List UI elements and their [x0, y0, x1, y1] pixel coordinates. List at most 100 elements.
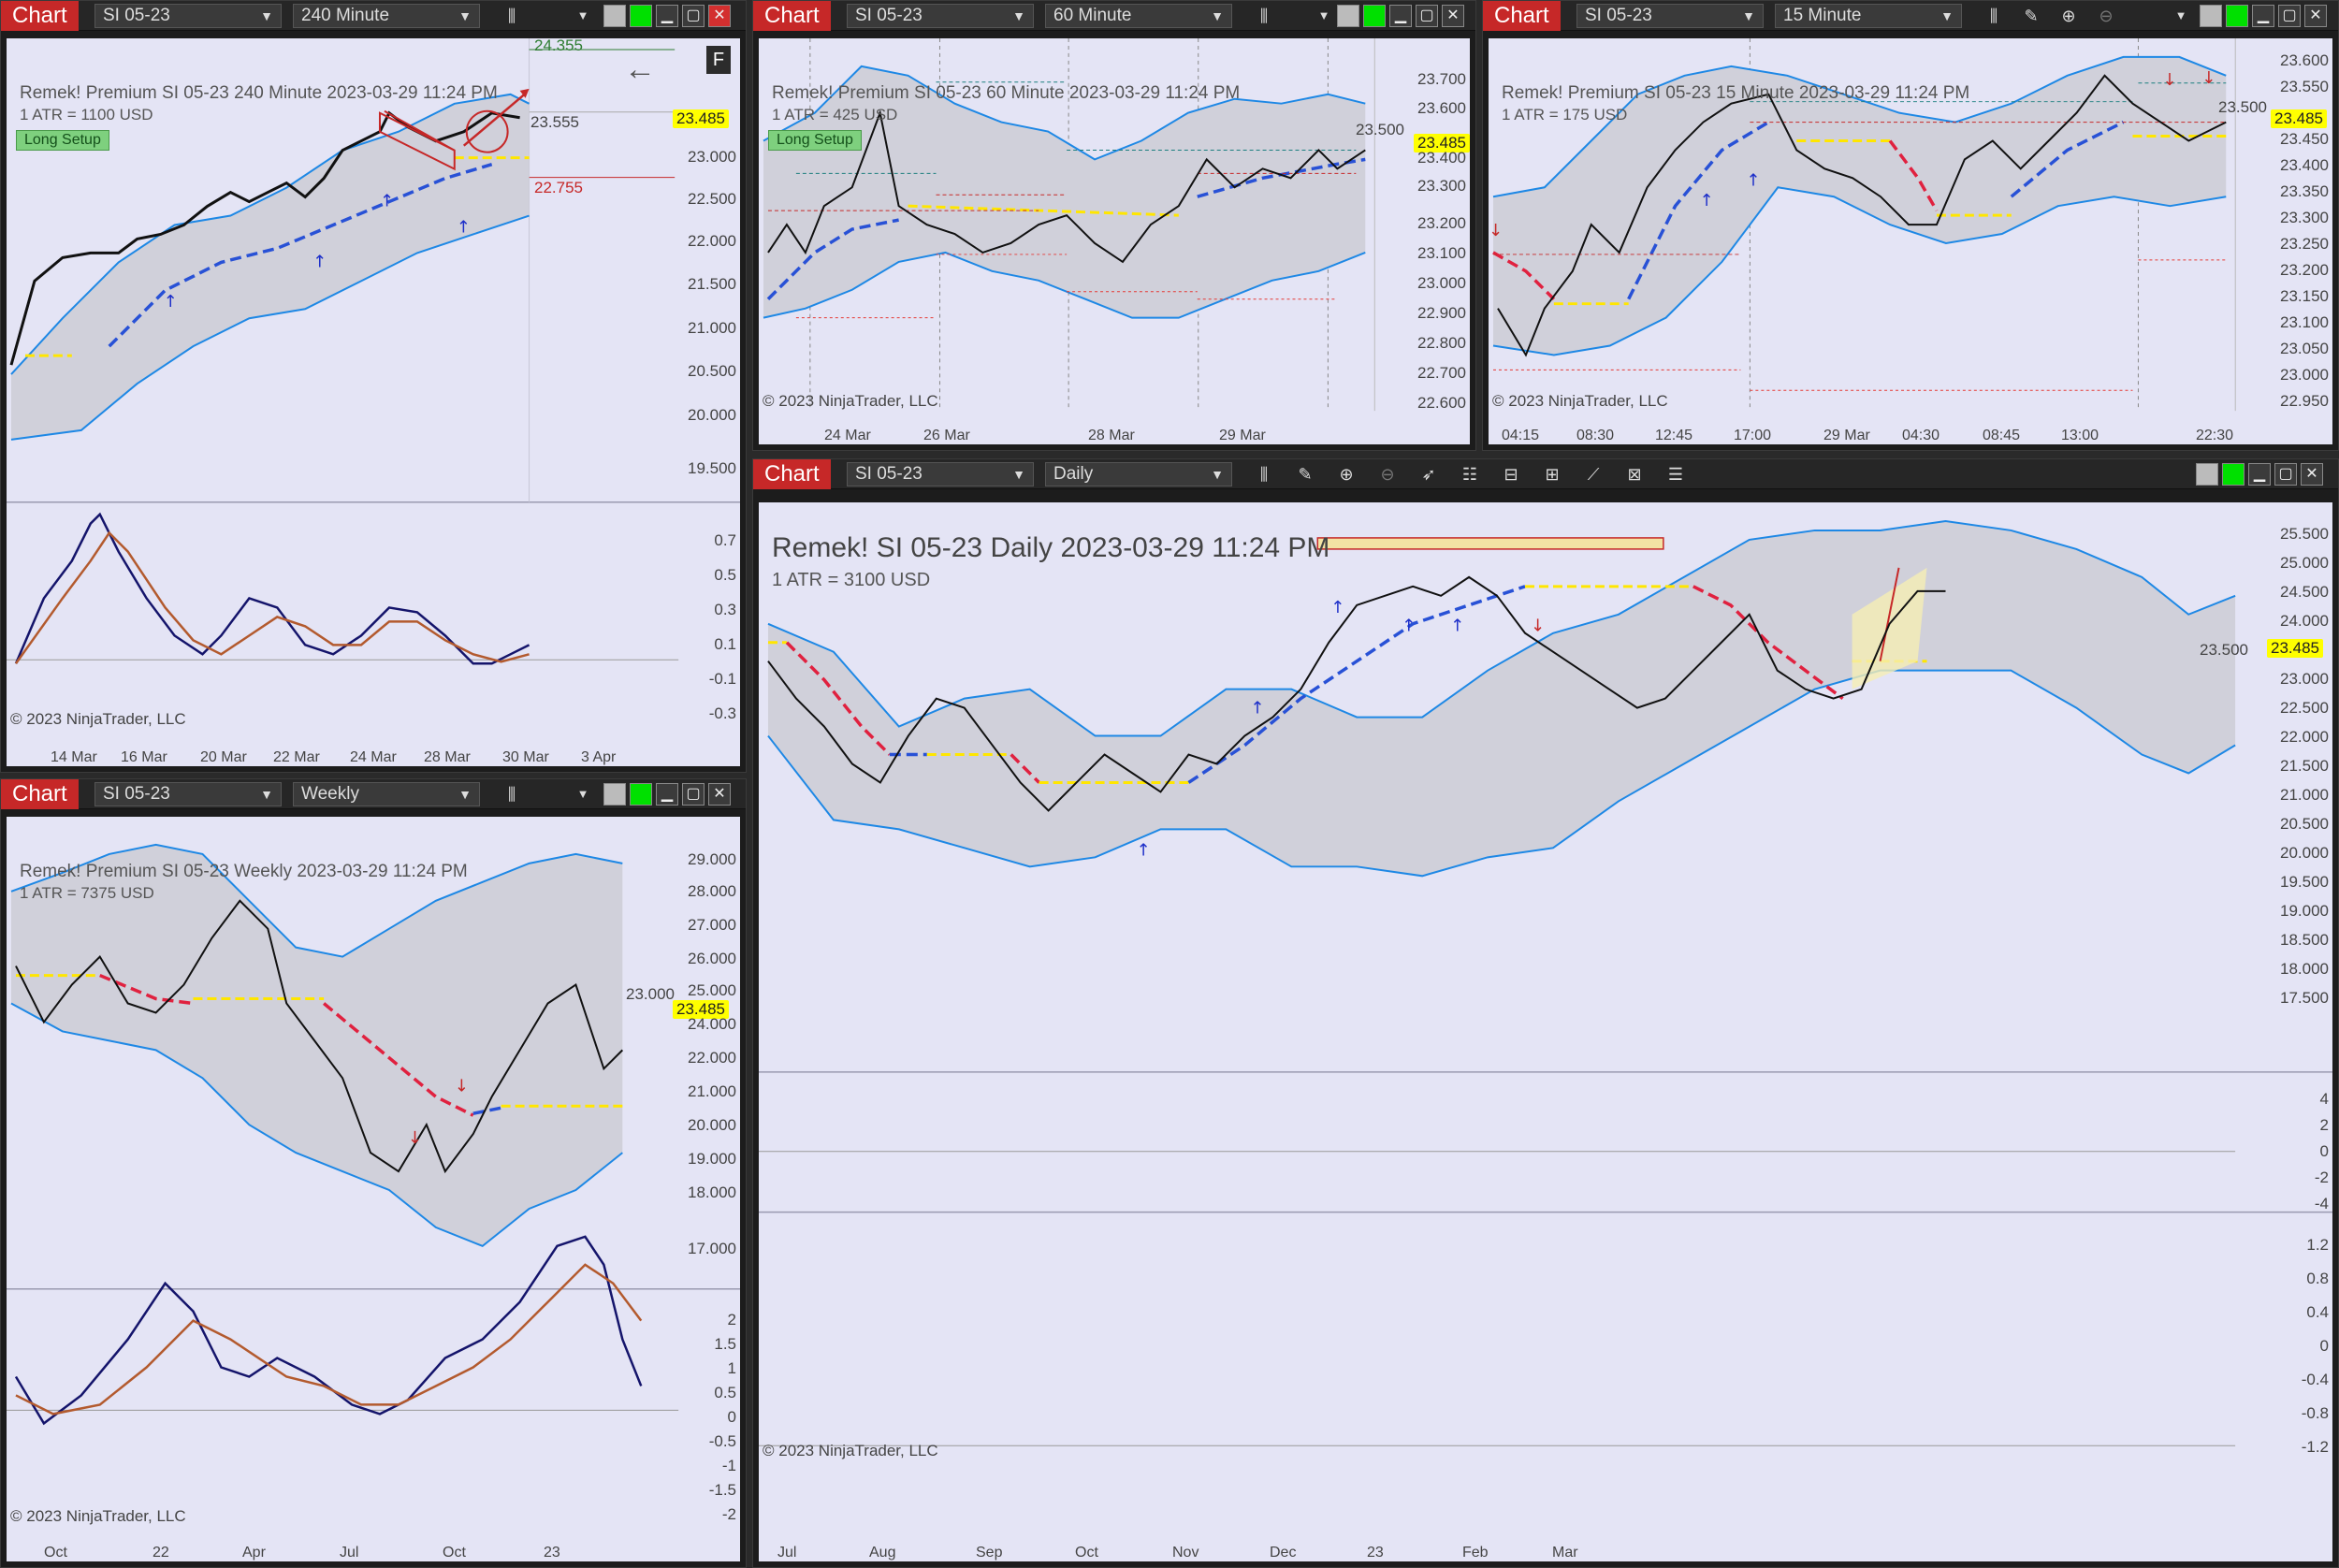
y-tick: 22.950 [2280, 392, 2329, 410]
window-link-gray-button[interactable] [1337, 5, 1359, 27]
zoom-out-icon[interactable]: ⊖ [1380, 465, 1395, 484]
data-box-icon[interactable]: ☷ [1461, 465, 1478, 484]
window-link-green-button[interactable] [1363, 5, 1386, 27]
interval-selector[interactable]: Weekly ▼ [293, 782, 480, 806]
bar-type-icon[interactable]: ⫼ [1259, 7, 1269, 25]
more-dropdown-icon[interactable]: ▼ [2174, 8, 2187, 22]
bar-type-icon[interactable]: ⫼ [1259, 465, 1269, 484]
maximize-button[interactable]: ▢ [682, 5, 705, 27]
drawing-tool-icon[interactable]: ✎ [2024, 7, 2039, 25]
chart-toolbar: Chart SI 05-23 ▼ 15 Minute ▼ ⫼ ✎ ⊕ ⊖ ▼ ▁ ▢… [1483, 1, 2338, 31]
bar-type-icon[interactable]: ⫼ [507, 7, 516, 25]
instrument-selector[interactable]: SI 05-23 ▼ [847, 4, 1034, 28]
instrument-value: SI 05-23 [103, 6, 170, 25]
interval-selector[interactable]: 240 Minute ▼ [293, 4, 480, 28]
chart-menu-button[interactable]: Chart [1, 779, 79, 809]
maximize-button[interactable]: ▢ [2278, 5, 2301, 27]
maximize-button[interactable]: ▢ [2274, 463, 2297, 486]
last-price-badge: 23.485 [2271, 109, 2327, 128]
list-icon[interactable]: ☰ [1667, 465, 1684, 484]
y-tick: 23.100 [2280, 313, 2329, 331]
y-tick: 19.000 [2280, 902, 2329, 920]
templates-icon[interactable]: ⊠ [1627, 465, 1642, 484]
minimize-button[interactable]: ▁ [656, 783, 678, 806]
window-link-gray-button[interactable] [2196, 463, 2218, 486]
minimize-button[interactable]: ▁ [656, 5, 678, 27]
close-button[interactable]: ✕ [2301, 463, 2323, 486]
atr-label: 1 ATR = 1100 USD [20, 106, 153, 123]
instrument-selector[interactable]: SI 05-23 ▼ [847, 462, 1034, 486]
y-tick: 22.700 [1417, 364, 1466, 382]
zoom-in-icon[interactable]: ⊕ [2061, 7, 2076, 25]
chart-panel[interactable]: ↓ ↓ Remek! Premium SI 05-23 Weekly 2023-… [7, 817, 740, 1561]
y-tick: 23.000 [2280, 366, 2329, 384]
close-button[interactable]: ✕ [1442, 5, 1464, 27]
back-arrow-icon[interactable]: ← [624, 51, 656, 87]
chart-panel[interactable]: ↑ ↑ ↑ ↑ Remek! Premium SI 05-23 240 Minu… [7, 38, 740, 766]
bar-type-icon[interactable]: ⫼ [1989, 7, 1998, 25]
chart-panel[interactable]: ↑ ↑ ↑ ↑ ↑ ↓ Remek! SI 05-23 Daily 2023-0… [759, 502, 2332, 1561]
y-tick: 22.000 [688, 232, 736, 250]
chart-panel[interactable]: ↓ ↑ ↑ ↓ ↓ Remek! Premium SI 05-23 15 Min… [1489, 38, 2332, 444]
chart-panel[interactable]: Remek! Premium SI 05-23 60 Minute 2023-0… [759, 38, 1470, 444]
instrument-selector[interactable]: SI 05-23 ▼ [94, 782, 282, 806]
more-dropdown-icon[interactable]: ▼ [1317, 8, 1330, 22]
instrument-selector[interactable]: SI 05-23 ▼ [1576, 4, 1764, 28]
close-button[interactable]: ✕ [708, 783, 731, 806]
chevron-down-icon: ▼ [1211, 467, 1224, 482]
copyright-label: © 2023 NinjaTrader, LLC [1492, 392, 1668, 410]
minimize-button[interactable]: ▁ [1389, 5, 1412, 27]
instrument-value: SI 05-23 [103, 784, 170, 804]
more-dropdown-icon[interactable]: ▼ [576, 8, 589, 22]
x-tick: 04:30 [1902, 428, 1940, 443]
close-button[interactable]: ✕ [2304, 5, 2327, 27]
f-button[interactable]: F [706, 46, 731, 74]
strategies-icon[interactable]: ⟋ [1587, 465, 1600, 484]
y-tick: 18.000 [688, 1183, 736, 1201]
window-link-green-button[interactable] [630, 5, 652, 27]
svg-text:↑: ↑ [457, 217, 471, 237]
maximize-button[interactable]: ▢ [1416, 5, 1438, 27]
bar-type-icon[interactable]: ⫼ [507, 785, 516, 804]
price-chart-canvas [763, 38, 1375, 412]
window-link-green-button[interactable] [630, 783, 652, 806]
minimize-button[interactable]: ▁ [2248, 463, 2271, 486]
svg-text:↑: ↑ [1402, 617, 1416, 636]
chart-toolbar: Chart SI 05-23 ▼ 240 Minute ▼ ⫼ ▼ ▁ ▢ ✕ [1, 1, 746, 31]
close-button[interactable]: ✕ [708, 5, 731, 27]
window-link-gray-button[interactable] [603, 783, 626, 806]
window-link-green-button[interactable] [2222, 463, 2245, 486]
zoom-out-icon[interactable]: ⊖ [2099, 7, 2114, 25]
y-tick: 23.200 [2280, 261, 2329, 279]
y-tick: 22.900 [1417, 304, 1466, 322]
y-tick: 22.800 [1417, 334, 1466, 352]
pointer-icon[interactable]: ➶ [1421, 465, 1436, 484]
interval-selector[interactable]: Daily ▼ [1045, 462, 1232, 486]
chart-menu-button[interactable]: Chart [753, 459, 831, 489]
y-tick: 23.150 [2280, 287, 2329, 305]
window-link-gray-button[interactable] [603, 5, 626, 27]
chart-menu-button[interactable]: Chart [753, 1, 831, 31]
atr-label: 1 ATR = 3100 USD [772, 570, 931, 590]
indicators-icon[interactable]: ⊞ [1545, 465, 1560, 484]
svg-text:↑: ↑ [1250, 699, 1264, 719]
more-dropdown-icon[interactable]: ▼ [576, 787, 589, 801]
maximize-button[interactable]: ▢ [682, 783, 705, 806]
chart-toolbar: Chart SI 05-23 ▼ 60 Minute ▼ ⫼ ▼ ▁ ▢ ✕ [753, 1, 1475, 31]
chart-menu-button[interactable]: Chart [1, 1, 79, 31]
y-tick: 23.500 [2200, 641, 2248, 659]
interval-selector[interactable]: 15 Minute ▼ [1775, 4, 1962, 28]
drawing-tool-icon[interactable]: ✎ [1298, 465, 1313, 484]
properties-icon[interactable]: ⊟ [1504, 465, 1518, 484]
window-link-green-button[interactable] [2226, 5, 2248, 27]
minimize-button[interactable]: ▁ [2252, 5, 2274, 27]
y-tick: 23.600 [1417, 99, 1466, 117]
chart-menu-button[interactable]: Chart [1483, 1, 1561, 31]
svg-text:↓: ↓ [2201, 68, 2216, 88]
zoom-in-icon[interactable]: ⊕ [1339, 465, 1354, 484]
interval-selector[interactable]: 60 Minute ▼ [1045, 4, 1232, 28]
svg-text:↑: ↑ [380, 192, 394, 211]
instrument-selector[interactable]: SI 05-23 ▼ [94, 4, 282, 28]
window-link-gray-button[interactable] [2200, 5, 2222, 27]
y-tick: 22.000 [2280, 728, 2329, 746]
